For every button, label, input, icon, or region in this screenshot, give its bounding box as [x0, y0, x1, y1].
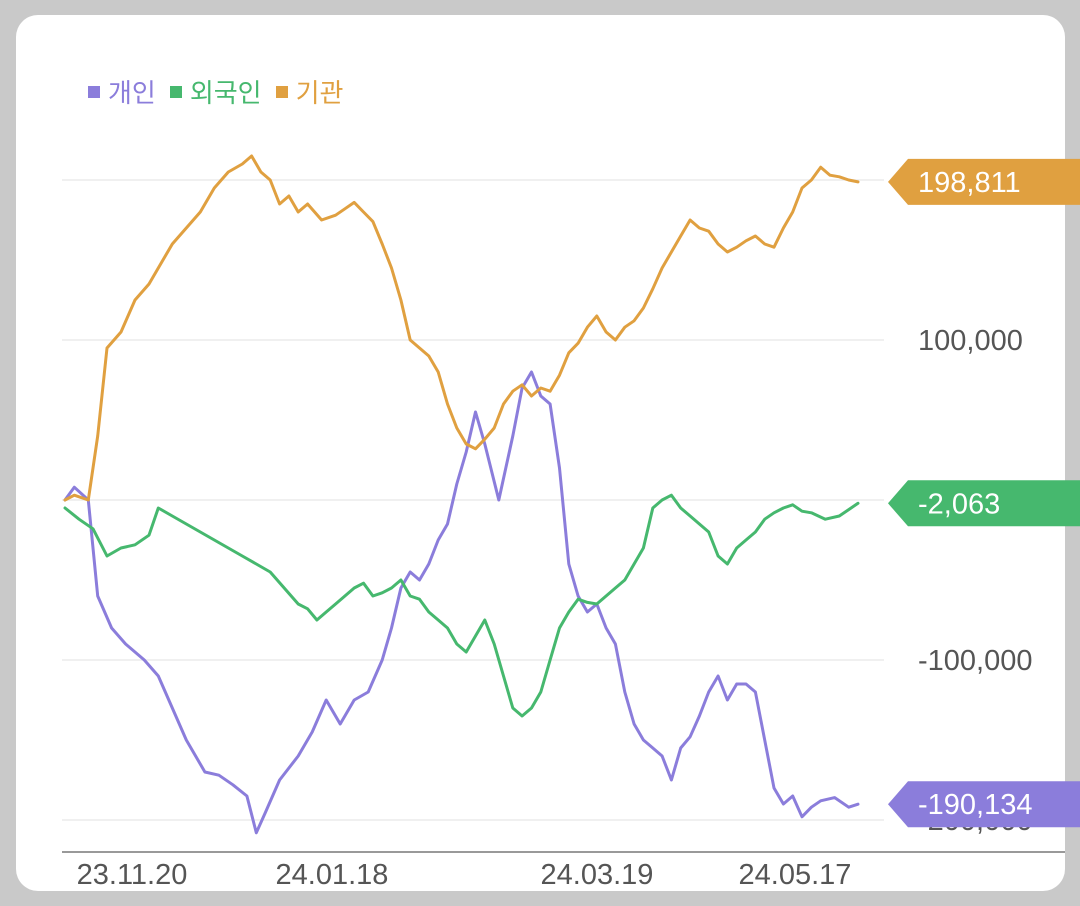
legend-item-foreign[interactable]: 외국인	[169, 73, 262, 110]
series-lines	[63, 154, 860, 835]
y-tick-label-0: 100,000	[918, 325, 1023, 357]
legend-label-individual: 개인	[108, 78, 156, 108]
last-value-badges: -190,134 -2,063 198,811	[888, 158, 1080, 828]
series-line-0	[63, 370, 860, 835]
badge-label-1: -2,063	[918, 488, 1000, 520]
legend-swatch-foreign	[169, 85, 182, 98]
badge-label-0: -190,134	[918, 789, 1033, 821]
legend-swatch-individual	[88, 85, 100, 98]
last-value-badge-2: 198,811	[888, 158, 1080, 205]
x-tick-label-1: 24.01.18	[276, 859, 389, 891]
legend-item-institution[interactable]: 기관	[275, 73, 344, 110]
y-axis-ticks: 100,000-100,000-200,000	[918, 325, 1033, 837]
y-tick-label-1: -100,000	[918, 645, 1033, 677]
last-value-badge-0: -190,134	[888, 781, 1080, 828]
legend-swatch-institution	[275, 85, 288, 98]
x-tick-label-0: 23.11.20	[77, 859, 188, 891]
legend-label-foreign: 외국인	[189, 78, 262, 108]
x-axis: 23.11.20 24.01.18 24.03.19 24.05.17	[62, 851, 1065, 891]
legend-item-individual[interactable]: 개인	[88, 73, 156, 110]
series-line-1	[63, 493, 860, 718]
legend: 개인 외국인 기관	[88, 73, 357, 110]
badge-shape-0	[888, 781, 1080, 828]
badge-shape-1	[888, 480, 1080, 527]
grid-lines	[62, 179, 884, 821]
last-value-badge-1: -2,063	[888, 480, 1080, 527]
badge-label-2: 198,811	[918, 167, 1021, 199]
badge-shape-2	[888, 158, 1080, 205]
series-line-2	[63, 154, 860, 502]
x-tick-label-3: 24.05.17	[739, 859, 852, 891]
legend-label-institution: 기관	[295, 78, 344, 108]
x-tick-label-2: 24.03.19	[541, 859, 654, 891]
